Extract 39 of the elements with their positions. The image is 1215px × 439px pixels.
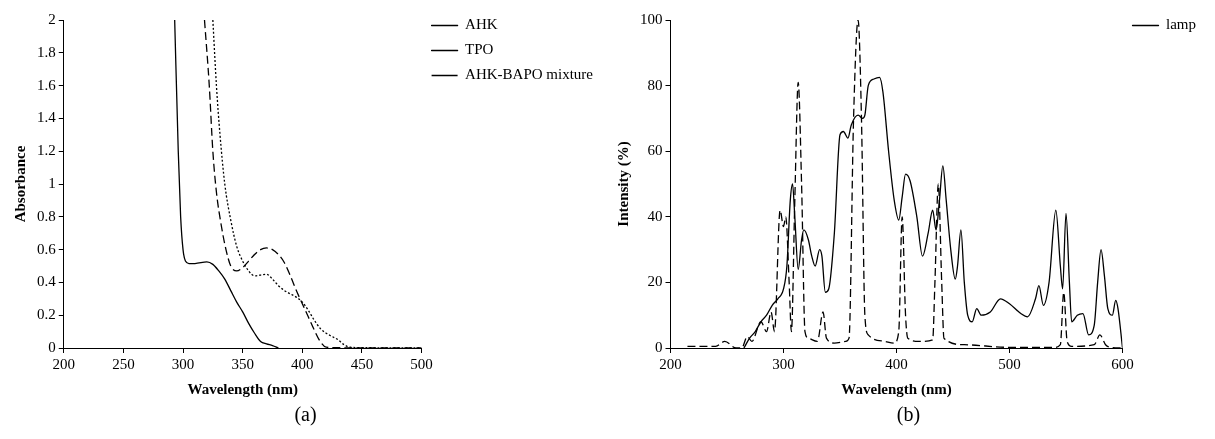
y-tick-label: 100 [640, 10, 663, 27]
y-tick-label: 1.2 [37, 142, 56, 159]
y-tick-label: 0.2 [37, 306, 56, 323]
y-tick-label: 0.4 [37, 273, 57, 290]
legend-label: AHK [465, 16, 498, 33]
x-tick-label: 500 [998, 355, 1021, 372]
legend-label: TPO [465, 41, 494, 58]
y-tick-label: 1.6 [37, 76, 57, 93]
y-tick-label: 80 [647, 76, 663, 93]
x-tick-label: 300 [171, 355, 195, 372]
y-tick-label: 0 [48, 338, 56, 355]
y-tick-label: 1.4 [37, 109, 57, 126]
text: (b) [896, 403, 921, 426]
text: (a) [294, 403, 317, 426]
legend-label: AHK-BAPO mixture [465, 66, 594, 83]
y-axis-title: Absorbance [11, 145, 28, 223]
y-axis-title: Intensity (%) [614, 141, 632, 227]
x-tick-label: 400 [291, 355, 314, 372]
y-tick-label: 60 [647, 142, 663, 159]
y-tick-label: 20 [647, 273, 663, 290]
y-tick-label: 1.8 [37, 43, 56, 60]
x-axis-title: Wavelength (nm) [841, 380, 952, 398]
x-tick-label: 200 [52, 355, 75, 372]
legend-label: lamp [1166, 16, 1197, 33]
x-tick-label: 300 [772, 355, 795, 372]
x-tick-label: 350 [231, 355, 254, 372]
y-tick-label: 0.6 [37, 240, 57, 257]
x-tick-label: 200 [659, 355, 682, 372]
y-tick-label: 1 [48, 174, 56, 191]
x-tick-label: 600 [1111, 355, 1134, 372]
y-tick-label: 0 [655, 338, 663, 355]
x-tick-label: 500 [410, 355, 433, 372]
y-tick-label: 40 [647, 207, 663, 224]
y-tick-label: 0.8 [37, 207, 56, 224]
y-tick-label: 2 [48, 10, 56, 27]
x-tick-label: 250 [112, 355, 135, 372]
x-axis-title: Wavelength (nm) [187, 380, 298, 398]
x-tick-label: 400 [885, 355, 908, 372]
x-tick-label: 450 [350, 355, 374, 372]
